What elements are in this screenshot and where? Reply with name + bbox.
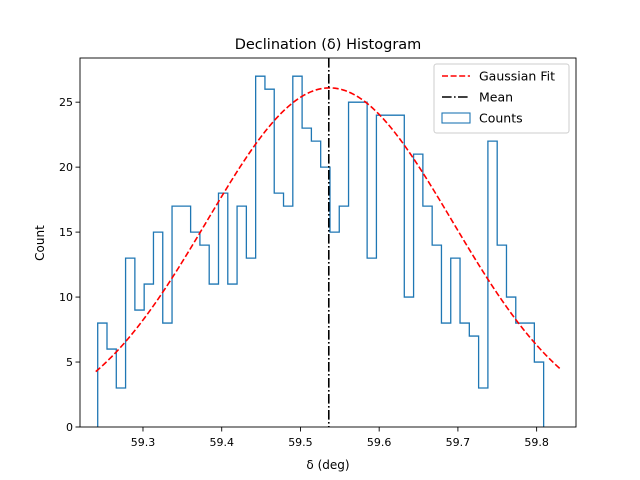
x-axis-label: δ (deg) <box>306 458 349 472</box>
axes: 59.3 59.4 59.5 59.6 59.7 59.8 0 5 10 15 20 25 <box>59 57 577 449</box>
x-tick-label: 59.5 <box>288 436 313 449</box>
y-tick-label: 10 <box>59 291 73 304</box>
x-tick-label: 59.4 <box>209 436 234 449</box>
y-tick-label: 15 <box>59 226 73 239</box>
gaussian-fit-curve <box>95 87 561 373</box>
chart-title: Declination (δ) Histogram <box>235 37 422 53</box>
x-tick-label: 59.7 <box>446 436 471 449</box>
plot-area <box>95 58 561 427</box>
y-tick-label: 20 <box>59 161 73 174</box>
y-axis-label: Count <box>33 225 47 261</box>
x-tick-label: 59.3 <box>131 436 156 449</box>
x-tick-label: 59.8 <box>524 436 549 449</box>
axes-frame <box>79 57 577 428</box>
legend-label: Mean <box>479 90 513 105</box>
legend-label: Gaussian Fit <box>479 69 555 84</box>
y-tick-label: 25 <box>59 96 73 109</box>
legend-label: Counts <box>479 111 523 126</box>
x-tick-label: 59.6 <box>367 436 392 449</box>
y-tick-label: 5 <box>66 356 73 369</box>
y-tick-label: 0 <box>66 421 73 434</box>
histogram-counts-series <box>97 75 545 427</box>
legend-counts-swatch <box>441 112 471 124</box>
legend: Gaussian Fit Mean Counts <box>433 63 570 134</box>
legend-box <box>433 63 570 134</box>
